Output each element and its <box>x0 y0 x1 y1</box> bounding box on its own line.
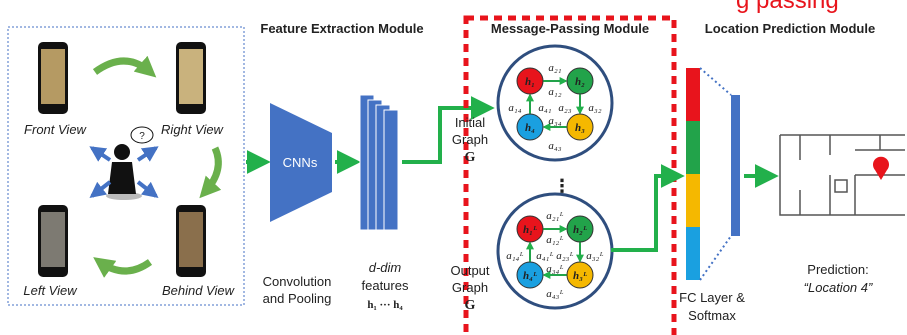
graph-label: Initial <box>455 115 485 130</box>
fc-connector <box>700 68 731 95</box>
feature-maps <box>360 95 398 230</box>
prediction: “Location 4” <box>804 280 873 295</box>
caption: FC Layer & <box>679 290 745 305</box>
edge-label: a₄₃ᴸ <box>546 288 564 300</box>
fc-hidden-bar <box>731 95 740 236</box>
edge-label: a₃₂ <box>588 102 601 114</box>
graph-label: Output <box>450 263 489 278</box>
graph-label: Graph <box>452 280 488 295</box>
module-title: Feature Extraction Module <box>260 21 423 36</box>
node-label: h₄ <box>525 122 535 134</box>
view-label: Right View <box>161 122 225 137</box>
view-label: Left View <box>23 283 78 298</box>
floor-plan <box>780 135 905 215</box>
header-fragment: g passing <box>736 0 839 14</box>
edge-label: a₁₄ᴸ <box>506 250 524 262</box>
node-label: h₃ <box>575 122 585 134</box>
prediction: Prediction: <box>807 262 868 277</box>
caption: Softmax <box>688 308 736 323</box>
fc-output-bar <box>686 68 700 280</box>
view-label: Front View <box>24 122 88 137</box>
fc-connector <box>700 236 731 280</box>
graph-label: G <box>465 298 476 313</box>
node-label: h₁ <box>525 76 535 88</box>
view-label: Behind View <box>162 283 236 298</box>
module-title: Message-Passing Module <box>491 21 649 36</box>
edge-label: a₂₁ᴸ <box>546 210 564 222</box>
edge-label: a₄₁ᴸ <box>536 250 554 262</box>
edge-label: a₂₃ᴸ <box>556 250 574 262</box>
module-title: Location Prediction Module <box>705 21 875 36</box>
cnn-label: CNNs <box>283 155 318 170</box>
edge-label: a₁₂ᴸ <box>546 234 564 246</box>
edge-label: a₂₃ <box>558 102 571 114</box>
caption: features <box>362 278 409 293</box>
edge-label: a₁₄ <box>508 102 521 114</box>
edge-label: a₃₄ <box>548 115 561 127</box>
edge-label: a₂₁ <box>548 62 561 74</box>
graph-label: Graph <box>452 132 488 147</box>
node-label: h₁ᴸ <box>523 224 537 236</box>
flow-arrow <box>611 176 680 250</box>
edge-label: a₄₃ <box>548 140 561 152</box>
graph-label: G <box>465 150 476 165</box>
caption: and Pooling <box>263 291 332 306</box>
node-label: h₄ᴸ <box>523 270 537 282</box>
node-label: h₂ <box>575 76 585 88</box>
edge-label: a₄₁ <box>538 102 551 114</box>
caption: d-dim <box>369 260 402 275</box>
node-label: h₂ᴸ <box>573 224 587 236</box>
edge-label: a₁₂ <box>548 86 561 98</box>
edge-label: a₃₂ᴸ <box>586 250 604 262</box>
node-label: h₃ᴸ <box>573 270 587 282</box>
svg-text:?: ? <box>139 131 145 142</box>
features-vars: h₁ ··· h₄ <box>367 299 403 311</box>
diagram: g passing Front View Right View Left Vie… <box>0 0 907 335</box>
location-pin <box>873 157 889 180</box>
caption: Convolution <box>263 274 332 289</box>
edge-label: a₃₄ᴸ <box>546 263 564 275</box>
